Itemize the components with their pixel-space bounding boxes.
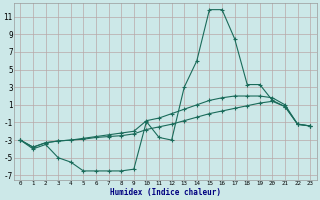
- X-axis label: Humidex (Indice chaleur): Humidex (Indice chaleur): [110, 188, 221, 197]
